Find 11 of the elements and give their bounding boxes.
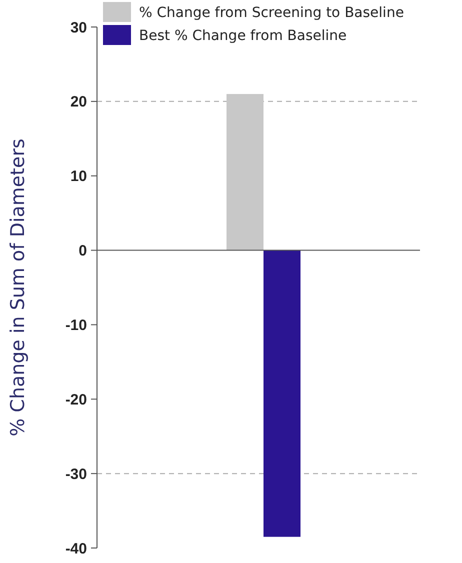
y-tick-label: 0 [78,242,87,260]
y-tick-label: 20 [70,94,87,111]
y-tick-label: 30 [70,19,87,36]
y-tick-label: -40 [65,540,87,558]
y-tick-label: -20 [65,391,87,408]
y-axis-title: % Change in Sum of Diameters [7,138,29,436]
legend-label: Best % Change from Baseline [139,28,347,44]
y-tick-label: -10 [65,316,87,334]
y-tick-label: 10 [70,168,87,186]
legend-label: % Change from Screening to Baseline [139,4,404,21]
y-tick-label: -30 [65,466,87,483]
